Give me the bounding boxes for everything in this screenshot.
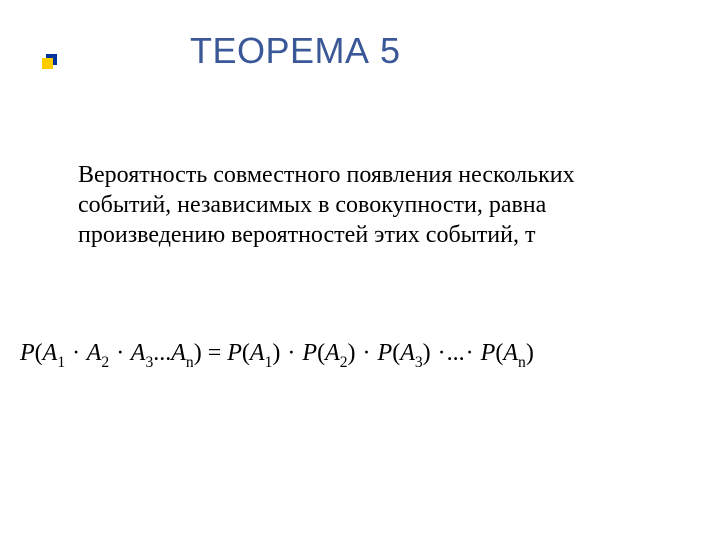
body-text: Вероятность совместного появления нескол…	[78, 160, 720, 250]
f-sub1: 1	[57, 354, 65, 371]
f-lp3: (	[317, 340, 325, 366]
f-A3: A	[131, 340, 146, 366]
f-mul2: ·	[362, 340, 372, 366]
f-mul1: ·	[286, 340, 296, 366]
f-dot1: ·	[71, 340, 81, 366]
f-P5: P	[481, 340, 496, 366]
title-bullet	[42, 54, 58, 70]
f-A1: A	[43, 340, 58, 366]
slide-title: ТЕОРЕМА 5	[190, 30, 401, 72]
f-An: A	[171, 340, 186, 366]
body-line-3: произведению вероятностей этих событий, …	[78, 220, 720, 250]
f-Anb: A	[503, 340, 518, 366]
f-P: P	[20, 340, 35, 366]
bullet-front-square	[42, 58, 53, 69]
f-ell1: ...	[153, 340, 171, 366]
f-A2: A	[87, 340, 102, 366]
f-rp4: )	[423, 340, 431, 366]
f-rp3: )	[348, 340, 356, 366]
body-line-1: Вероятность совместного появления нескол…	[78, 160, 720, 190]
f-rp: )	[194, 340, 202, 366]
f-lp4: (	[392, 340, 400, 366]
slide: ТЕОРЕМА 5 Вероятность совместного появле…	[0, 0, 720, 540]
f-lp2: (	[242, 340, 250, 366]
f-mul4: ·	[465, 340, 475, 366]
f-rp5: )	[526, 340, 534, 366]
f-sub2: 2	[101, 354, 109, 371]
f-sub2b: 2	[340, 354, 348, 371]
f-subn: n	[186, 354, 194, 371]
f-A2b: A	[325, 340, 340, 366]
f-subnb: n	[518, 354, 526, 371]
f-lp: (	[35, 340, 43, 366]
f-P3: P	[302, 340, 317, 366]
f-A1b: A	[250, 340, 265, 366]
f-sub1b: 1	[265, 354, 273, 371]
f-sub3: 3	[145, 354, 153, 371]
f-A3b: A	[400, 340, 415, 366]
f-P2: P	[227, 340, 242, 366]
f-dot2: ·	[115, 340, 125, 366]
f-sub3b: 3	[415, 354, 423, 371]
f-mul3: ·	[437, 340, 447, 366]
f-ell2: ...	[447, 340, 465, 366]
f-eq: =	[208, 340, 228, 366]
f-P4: P	[378, 340, 393, 366]
body-line-2: событий, независимых в совокупности, рав…	[78, 190, 720, 220]
formula: P(A1 · A2 · A3...An) = P(A1) · P(A2) · P…	[20, 340, 534, 371]
f-rp2: )	[272, 340, 280, 366]
